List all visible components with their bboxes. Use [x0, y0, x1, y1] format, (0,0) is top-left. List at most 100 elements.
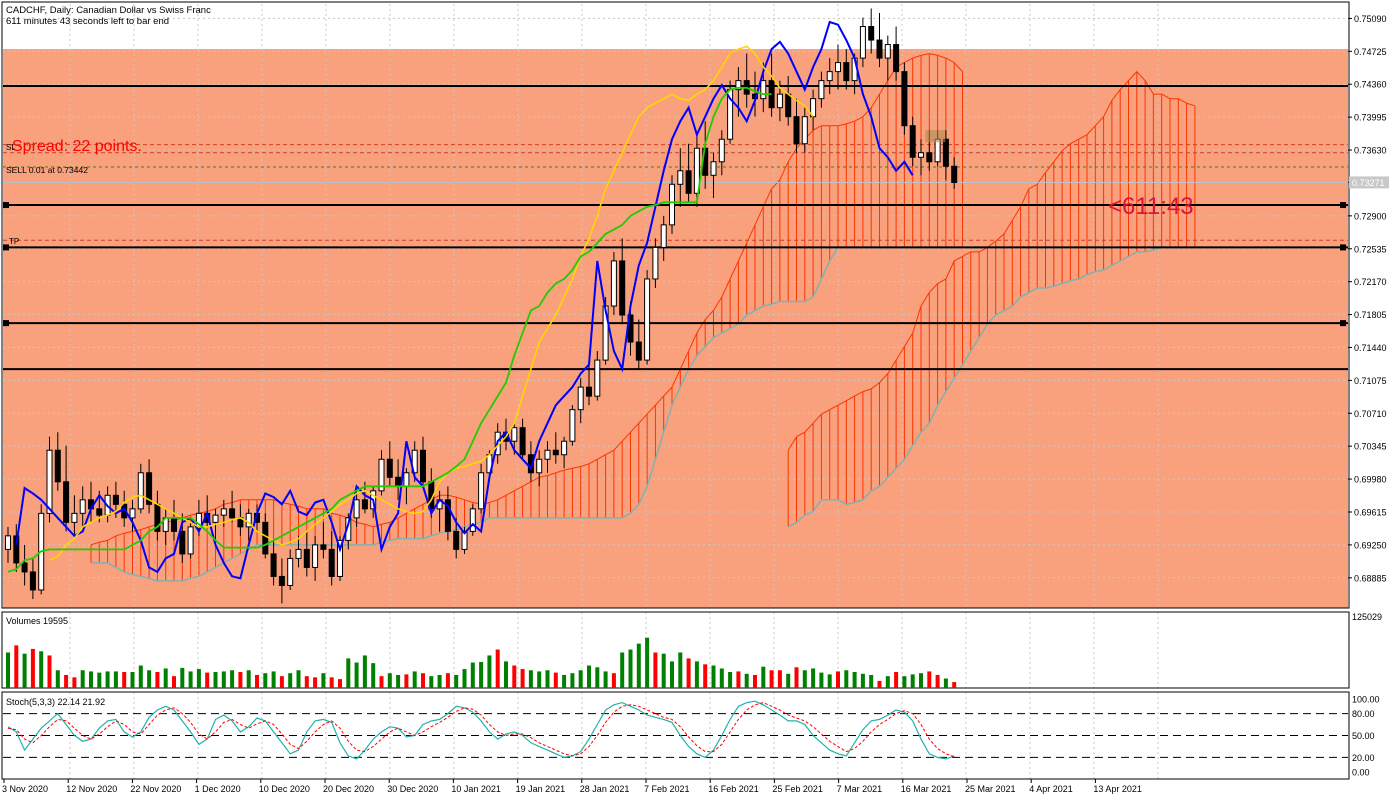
price-tick-label: 0.74725: [1354, 47, 1387, 57]
volume-bar: [877, 680, 882, 688]
candle: [212, 514, 219, 523]
candle: [303, 548, 310, 568]
stoch-tick-label: 0.00: [1352, 768, 1370, 778]
candle: [63, 481, 70, 523]
candle: [179, 530, 186, 555]
candle: [536, 458, 543, 474]
volume-bar: [97, 672, 102, 688]
volume-bar: [794, 667, 799, 688]
candle: [295, 548, 302, 559]
volume-bar: [180, 667, 185, 688]
candle: [685, 170, 692, 194]
time-tick-label: 12 Nov 2020: [66, 784, 117, 794]
candle: [527, 454, 534, 474]
volume-bar: [495, 649, 500, 688]
candle: [552, 449, 559, 456]
candle: [137, 472, 144, 510]
volume-bar: [786, 673, 791, 688]
price-tick-label: 0.72900: [1354, 211, 1387, 221]
volume-bar: [479, 661, 484, 688]
senkou-span-b: [91, 246, 963, 582]
price-tick-label: 0.72170: [1354, 277, 1387, 287]
price-tick-label: 0.70710: [1354, 409, 1387, 419]
candle: [337, 539, 343, 577]
volume-bar: [14, 645, 19, 688]
candle: [735, 80, 742, 91]
candle: [395, 476, 402, 487]
volume-bar: [404, 674, 409, 688]
candle: [561, 440, 568, 456]
volume-bar: [362, 655, 367, 688]
senkou-span-a: [90, 53, 963, 546]
volume-bar: [653, 652, 658, 688]
candle: [619, 260, 626, 316]
tp-label: TP: [9, 237, 19, 246]
candle: [951, 165, 958, 183]
volume-bar: [661, 653, 666, 688]
volume-bar: [902, 676, 907, 688]
volume-bar: [113, 671, 118, 688]
volume-bar: [304, 676, 309, 688]
volume-bar: [620, 652, 625, 688]
candle: [577, 386, 584, 411]
volume-bar: [445, 673, 450, 688]
time-axis: 3 Nov 2020 12 Nov 2020 22 Nov 2020 1 Dec 20…: [2, 779, 1142, 794]
volume-bar: [255, 674, 259, 688]
candle: [403, 472, 410, 487]
volume-bar: [802, 670, 807, 688]
volume-bar: [279, 676, 284, 688]
volume-bar: [462, 669, 467, 688]
candle: [287, 557, 294, 586]
kijun-sen-line: [7, 86, 772, 573]
volume-bar: [263, 673, 268, 688]
volume-bar: [6, 652, 10, 688]
time-tick-label: 22 Nov 2020: [130, 784, 181, 794]
candle: [893, 44, 900, 73]
volume-bar: [437, 674, 442, 688]
bar-timer: <611:43: [1108, 193, 1194, 220]
volume-bar: [421, 673, 425, 688]
price-tick-label: 0.71440: [1354, 343, 1387, 353]
volume-bar: [587, 665, 591, 688]
sl-label: SL: [6, 143, 16, 152]
time-tick-label: 10 Dec 2020: [259, 784, 310, 794]
volume-bar: [844, 670, 849, 688]
candle: [826, 71, 833, 82]
candle: [229, 508, 236, 519]
candle: [171, 517, 177, 532]
time-tick-label: 25 Mar 2021: [965, 784, 1016, 794]
candle: [312, 544, 319, 568]
volume-bar: [130, 672, 135, 688]
candle: [718, 138, 725, 163]
panel-border: [1, 1, 1350, 609]
price-tick-label: 0.71075: [1354, 376, 1387, 386]
volume-bar: [163, 668, 168, 688]
volume-bar: [719, 668, 724, 688]
volume-bar: [869, 674, 874, 688]
candle: [96, 508, 103, 516]
candle: [270, 553, 277, 577]
candle: [112, 494, 119, 505]
volume-bar: [172, 676, 176, 688]
volume-bar: [562, 674, 567, 688]
volume-bar: [429, 676, 434, 688]
volume-bar: [827, 674, 832, 688]
candle: [884, 44, 891, 59]
candle: [586, 386, 592, 397]
stoch-tick-label: 80.00: [1352, 709, 1375, 719]
candle: [187, 526, 194, 555]
grid: [3, 4, 1348, 779]
order-marker: [925, 130, 946, 143]
price-tick-label: 0.69250: [1354, 540, 1387, 550]
candle: [569, 409, 576, 442]
volume-bar: [570, 673, 575, 688]
volume-bar: [852, 672, 857, 688]
volume-bar: [694, 661, 699, 688]
price-tick-label: 0.69615: [1354, 507, 1387, 517]
volume-bar: [711, 665, 716, 688]
candle: [901, 71, 908, 127]
volume-bar: [30, 648, 35, 688]
bar-countdown: 611 minutes 43 seconds left to bar end: [6, 16, 169, 27]
volume-bar: [454, 674, 459, 688]
